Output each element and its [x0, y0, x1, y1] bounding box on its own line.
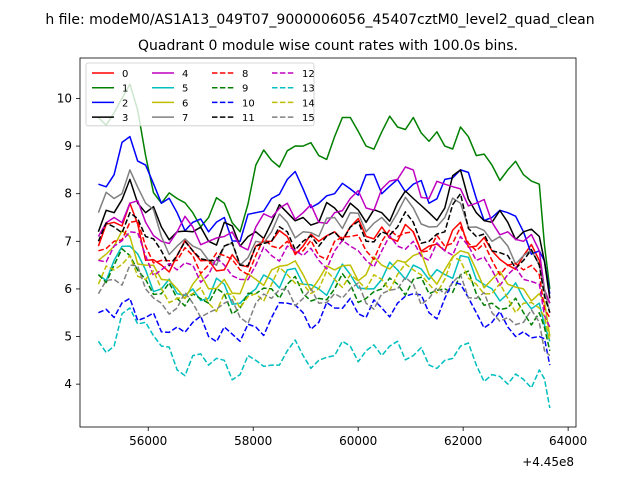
series-line-2 — [98, 135, 551, 294]
legend-label-15: 15 — [302, 113, 315, 124]
legend-label-12: 12 — [302, 69, 315, 80]
series-line-15 — [97, 264, 551, 357]
legend-label-8: 8 — [242, 69, 248, 80]
legend-label-0: 0 — [122, 69, 128, 80]
legend-label-4: 4 — [182, 69, 188, 80]
y-tick-label: 9 — [64, 139, 72, 153]
x-tick-label: 56000 — [129, 434, 167, 448]
series-line-12 — [98, 231, 551, 328]
series-line-5 — [97, 245, 551, 342]
legend-box — [85, 62, 315, 127]
y-tick-label: 4 — [64, 377, 72, 391]
series-line-7 — [97, 169, 551, 313]
x-tick-label: 64000 — [549, 434, 587, 448]
legend-label-6: 6 — [182, 98, 188, 109]
y-tick-label: 7 — [64, 234, 72, 248]
legend-label-5: 5 — [182, 84, 188, 95]
legend-label-14: 14 — [302, 98, 315, 109]
series-line-10 — [98, 281, 551, 366]
x-tick-label: 62000 — [444, 434, 482, 448]
legend-label-7: 7 — [182, 113, 188, 124]
legend-label-1: 1 — [122, 84, 128, 95]
legend-label-10: 10 — [242, 98, 255, 109]
legend-label-2: 2 — [122, 98, 128, 109]
y-tick-label: 5 — [64, 330, 72, 344]
axes-frame — [79, 57, 577, 428]
chart-title-filename: h file: modeM0/AS1A13_049T07_9000006056_… — [45, 12, 594, 28]
x-tick-label: 58000 — [234, 434, 272, 448]
legend-label-3: 3 — [122, 113, 128, 124]
series-line-9 — [97, 248, 551, 351]
series-line-13 — [97, 307, 551, 409]
chart-title: Quadrant 0 module wise count rates with … — [138, 38, 518, 54]
y-tick-label: 6 — [64, 282, 72, 296]
series-line-6 — [97, 230, 551, 337]
x-axis-offset-label: +4.45e8 — [522, 455, 574, 469]
series-line-4 — [97, 166, 551, 304]
series-line-1 — [97, 83, 551, 289]
legend-label-9: 9 — [242, 84, 248, 95]
legend-label-11: 11 — [242, 113, 255, 124]
y-tick-label: 8 — [64, 187, 72, 201]
series-line-11 — [97, 192, 551, 313]
legend-label-13: 13 — [302, 84, 315, 95]
series-line-8 — [98, 220, 551, 318]
x-tick-label: 60000 — [339, 434, 377, 448]
series-group — [97, 83, 551, 409]
plot-area: 56000 58000 60000 62000 64000456789100123456… — [57, 57, 587, 448]
y-tick-label: 10 — [57, 91, 72, 105]
